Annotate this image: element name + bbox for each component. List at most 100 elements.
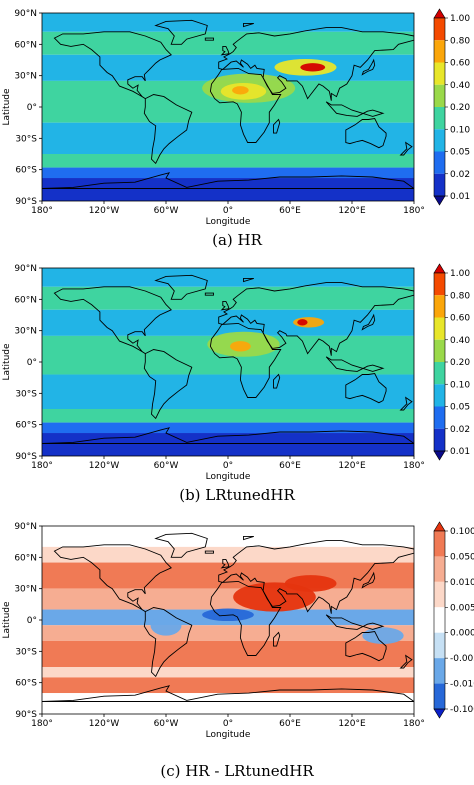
x-tick-label: 180°: [31, 206, 53, 216]
y-axis-label: Latitude: [2, 601, 12, 639]
x-tick-label: 60°W: [154, 461, 179, 471]
field-hotspot-1: [284, 575, 337, 592]
colorbar-tick-label: 0.01: [450, 447, 470, 457]
coastline-south-america: [143, 349, 193, 420]
colorbar-tick-label: 0.100: [450, 527, 474, 537]
coastline-antarctica: [42, 685, 414, 702]
coastline-eurasia: [218, 282, 414, 356]
coastline-south-america: [143, 94, 193, 165]
colorbar-tick-label: -0.005: [450, 654, 474, 664]
coastline-africa: [209, 322, 282, 398]
field-band-6: [42, 640, 414, 667]
x-tick-label: 120°E: [338, 461, 366, 471]
y-tick-label: 90°S: [15, 452, 37, 462]
field-band-1: [42, 546, 414, 563]
coastline-north-america: [53, 31, 172, 99]
field-band-2: [42, 309, 414, 336]
coastline-british-isles: [220, 558, 230, 569]
coastline-greenland: [154, 274, 208, 300]
coastline-antarctica: [42, 427, 414, 444]
colorbar-tick-label: 0.050: [450, 552, 474, 562]
coastline-africa: [209, 580, 282, 656]
colorbar-segment: [434, 683, 445, 709]
x-tick-label: 0°: [223, 206, 233, 216]
field-hotspot-4: [300, 63, 326, 72]
coastline-new-zealand: [399, 396, 413, 411]
coastline-svalbard: [243, 277, 254, 283]
coastline-japan: [361, 58, 376, 76]
field-band-5: [42, 409, 414, 423]
colorbar-tick-label: 0.010: [450, 578, 474, 588]
coastline-antarctica: [42, 172, 414, 189]
x-tick-label: 120°W: [89, 461, 120, 471]
y-tick-label: 60°S: [15, 421, 37, 431]
y-tick-label: 30°S: [15, 647, 37, 657]
colorbar-tick-label: 1.00: [450, 14, 470, 24]
field-band-9: [42, 693, 414, 714]
colorbar-tick-label: 0.10: [450, 125, 470, 135]
coastline-madagascar: [273, 631, 281, 647]
coastline-madagascar: [273, 118, 281, 134]
colorbar-segment: [434, 173, 445, 196]
y-tick-label: 30°S: [15, 134, 37, 144]
coastline-new-zealand: [399, 654, 413, 669]
y-tick-label: 60°S: [15, 166, 37, 176]
colorbar-tick-label: 0.05: [450, 148, 470, 158]
caption-c: (c) HR - LRtunedHR: [160, 762, 314, 780]
colorbar-segment: [434, 632, 445, 659]
map-c: 180° 120°W 60°W 0° 60°E 120°E 180° Longitude 90°…: [2, 521, 474, 740]
x-tick-label: 120°E: [338, 719, 366, 729]
coastline-australia: [345, 373, 387, 404]
coastline-indonesia: [325, 356, 385, 372]
map-a: 180° 120°W 60°W 0° 60°E 120°E 180° Longitude 90°…: [2, 8, 470, 227]
field-hotspot-1: [230, 341, 251, 352]
x-tick-label: 60°W: [154, 719, 179, 729]
x-axis-label: Longitude: [206, 217, 251, 227]
field-hotspot-3: [150, 614, 182, 636]
colorbar-segment: [434, 362, 445, 385]
colorbar-tick-label: 0.005: [450, 603, 474, 613]
coastline-north-america: [53, 544, 172, 612]
colorbar-segment: [434, 273, 445, 296]
coastline-svalbard: [243, 22, 254, 28]
field-band-1: [42, 31, 414, 55]
field-band-5: [42, 154, 414, 168]
colorbar-segment: [434, 317, 445, 340]
colorbar-segment: [434, 40, 445, 63]
x-tick-label: 0°: [223, 461, 233, 471]
coastline-greenland: [154, 19, 208, 45]
coastline-north-america: [53, 286, 172, 354]
colorbar-segment: [434, 151, 445, 174]
field-layer: [42, 268, 414, 456]
colorbar-extend-top: [433, 263, 446, 274]
field-band-0: [42, 13, 414, 32]
x-tick-label: 120°W: [89, 206, 120, 216]
colorbar-extend-top: [433, 8, 446, 19]
panel-c: 180° 120°W 60°W 0° 60°E 120°E 180° Longitude 90°…: [0, 512, 474, 785]
colorbar-tick-label: 0.02: [450, 425, 470, 435]
y-tick-label: 60°S: [15, 679, 37, 689]
y-tick-label: 60°N: [14, 553, 37, 563]
colorbar-segment: [434, 406, 445, 429]
x-tick-label: 60°E: [279, 206, 301, 216]
coastline-madagascar: [273, 373, 281, 389]
y-tick-label: 90°N: [14, 9, 37, 19]
y-tick-label: 0°: [27, 358, 37, 368]
coastline-eurasia: [218, 540, 414, 614]
x-tick-label: 60°E: [279, 719, 301, 729]
x-tick-label: 180°: [31, 719, 53, 729]
colorbar-segment: [434, 556, 445, 582]
y-tick-label: 90°S: [15, 197, 37, 207]
colorbar-tick-label: 0.10: [450, 380, 470, 390]
caption-a: (a) HR: [212, 231, 262, 249]
coastline-south-america: [143, 607, 193, 678]
y-tick-label: 90°S: [15, 710, 37, 720]
colorbar-tick-label: 0.02: [450, 170, 470, 180]
map-b: 180° 120°W 60°W 0° 60°E 120°E 180° Longitude 90°…: [2, 263, 470, 482]
colorbar-segment: [434, 658, 445, 684]
colorbar-tick-label: -0.010: [450, 680, 474, 690]
x-tick-label: 180°: [31, 461, 53, 471]
x-tick-label: 60°W: [154, 206, 179, 216]
colorbar-extend-bottom: [433, 450, 446, 461]
x-tick-label: 120°E: [338, 206, 366, 216]
